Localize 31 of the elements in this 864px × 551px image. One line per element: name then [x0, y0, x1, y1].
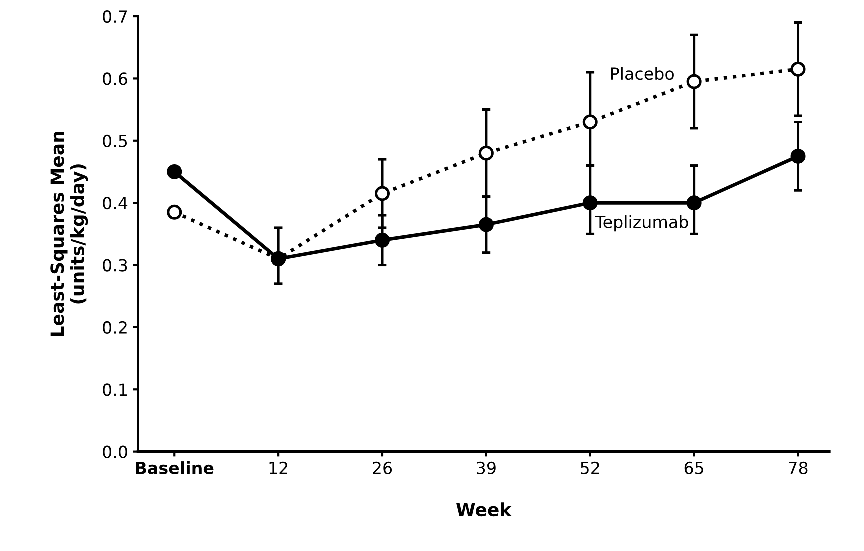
point	[582, 196, 598, 211]
y-tick-label: 0.7	[103, 10, 128, 24]
x-tick-label: Baseline	[136, 462, 214, 474]
y-tick-label: 0.1	[103, 384, 127, 396]
y-tick-label: 0.5	[103, 134, 128, 148]
x-axis-title: Week	[456, 502, 512, 517]
y-tick-label: 0.3	[103, 259, 128, 272]
x-tick-label: 78	[789, 462, 808, 474]
y-axis-title: Least-Squares Mean (units/kg/day)	[50, 132, 88, 336]
point	[375, 186, 390, 202]
point	[790, 62, 806, 77]
point	[582, 114, 598, 130]
point	[375, 232, 390, 248]
y-tick-label: 0.2	[103, 321, 127, 334]
x-tick-label: 26	[373, 462, 392, 474]
point	[686, 74, 702, 90]
point	[478, 146, 494, 161]
y-tick-label: 0.6	[103, 72, 128, 86]
point	[686, 196, 702, 211]
y-tick-label: 0.4	[103, 197, 128, 210]
point	[790, 148, 806, 164]
x-tick-label: 52	[581, 462, 600, 474]
x-tick-label: 65	[684, 462, 704, 474]
point	[478, 217, 494, 232]
series-label: Placebo	[611, 67, 674, 80]
x-tick-label: 12	[270, 462, 288, 474]
point	[167, 164, 182, 180]
series-label: Teplizumab	[595, 216, 688, 232]
x-tick-label: 39	[477, 462, 496, 474]
point	[167, 204, 182, 220]
y-tick-label: 0.0	[103, 446, 128, 458]
